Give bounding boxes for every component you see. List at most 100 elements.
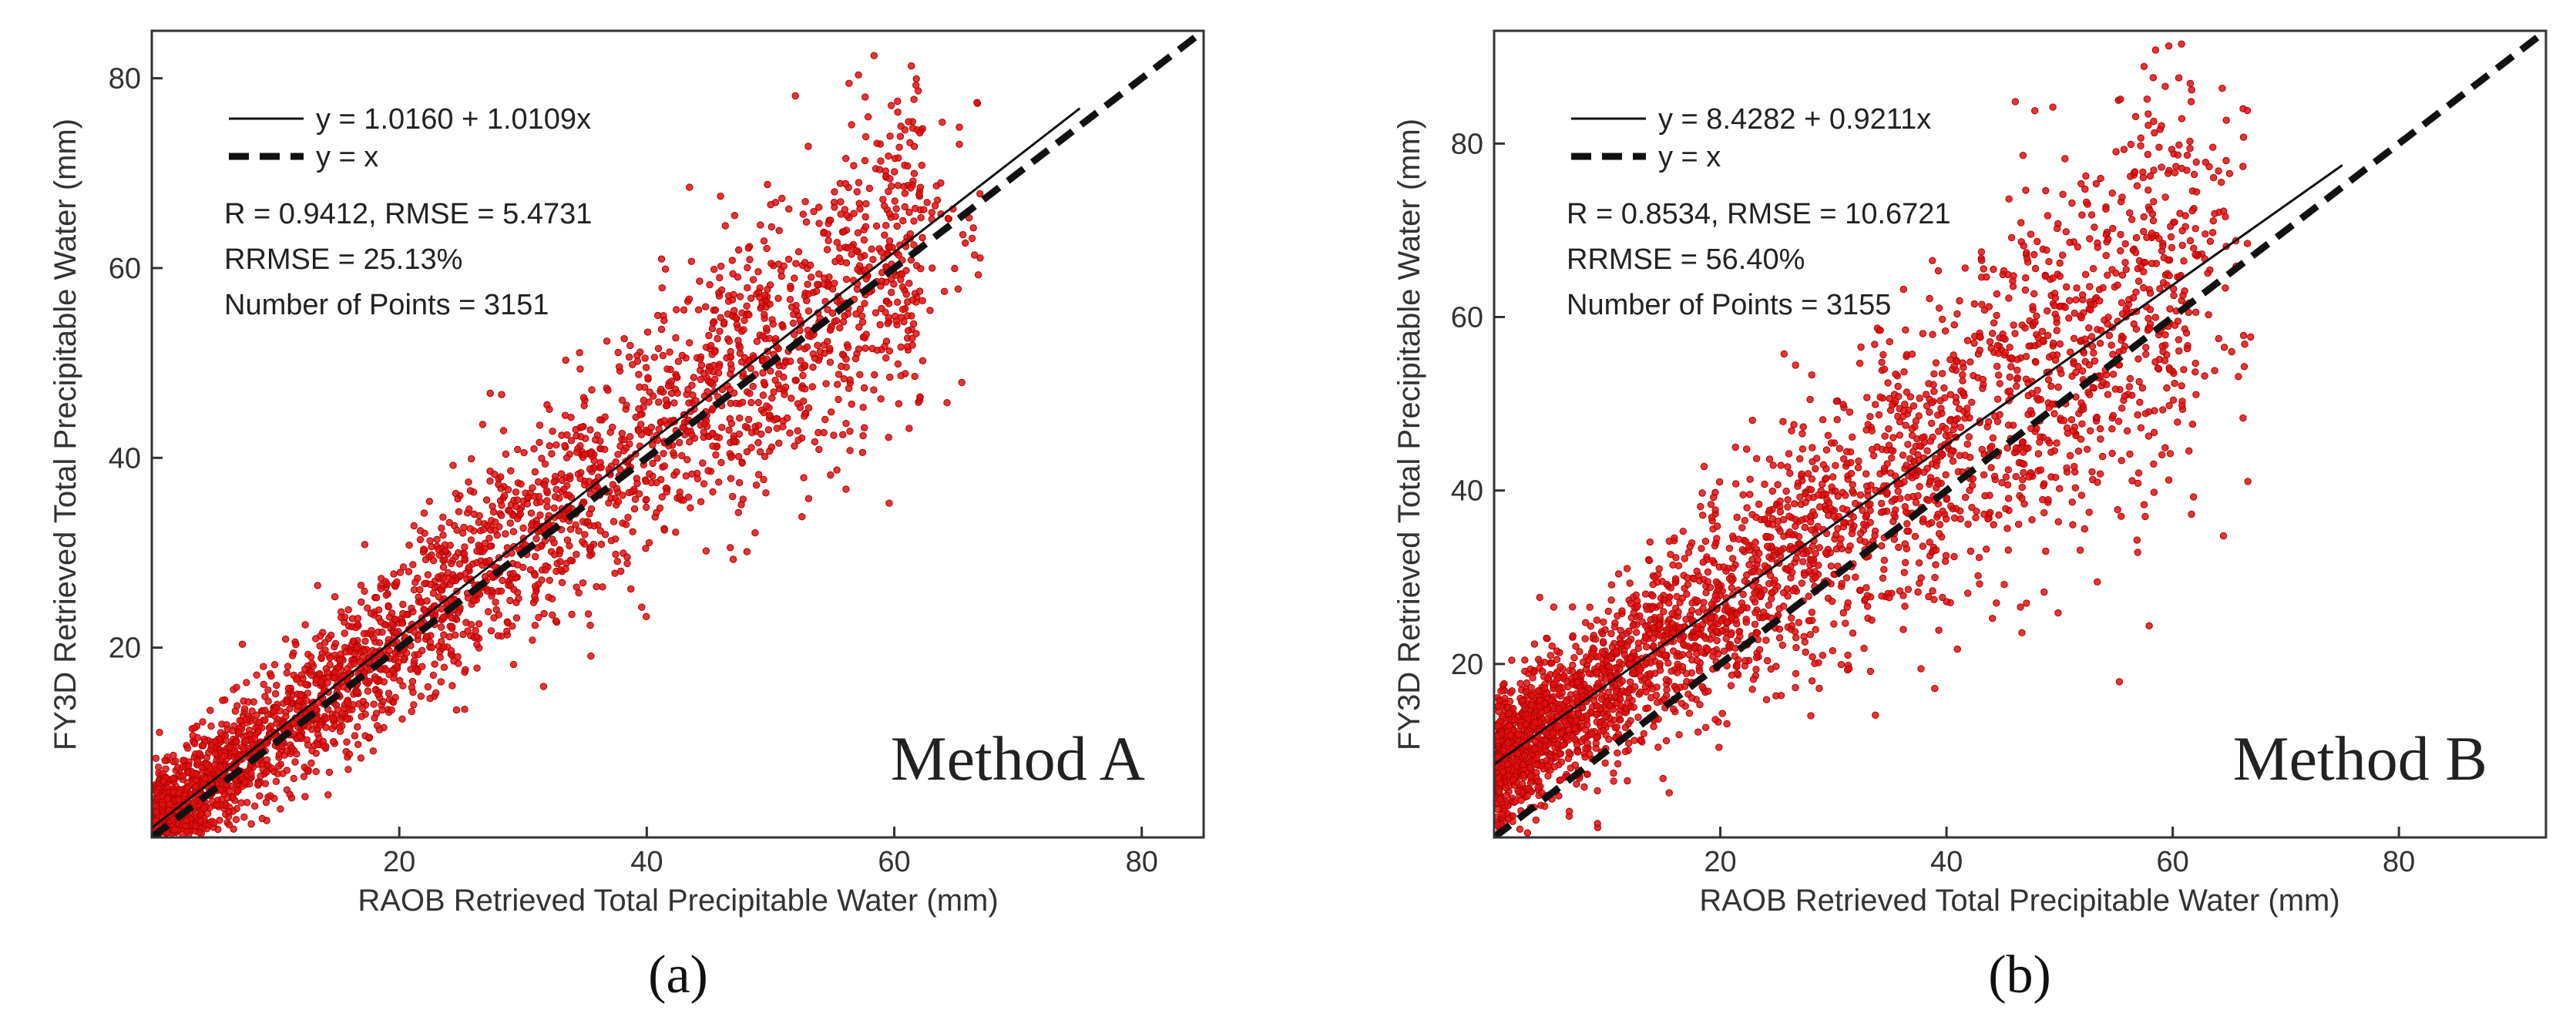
panel-a-scatter-point (535, 613, 542, 622)
panel-a-scatter-point (418, 663, 426, 670)
panel-a-scatter-point (370, 700, 378, 708)
panel-a-scatter-point (895, 251, 902, 259)
panel-a-scatter-point (233, 683, 240, 691)
panel-a-scatter-point (420, 509, 428, 517)
panel-a-scatter-point (467, 536, 475, 544)
panel-a-scatter-point (842, 485, 850, 493)
panel-a-scatter-point (672, 334, 680, 342)
panel-b-scatter-point (1738, 524, 1746, 532)
panel-b-scatter-point (2017, 219, 2025, 226)
panel-a-scatter-point (479, 421, 487, 428)
panel-a-legend-identity-label: y = x (316, 141, 378, 173)
panel-a-scatter-point (292, 641, 300, 649)
panel-a-scatter-point (709, 442, 717, 450)
panel-a-scatter-point (743, 548, 751, 555)
panel-a-scatter-point (473, 664, 481, 672)
panel-b-scatter-point (1727, 682, 1735, 690)
panel-a-scatter-point (465, 563, 473, 571)
panel-b-scatter-point (2065, 314, 2073, 322)
panel-a-scatter-point (573, 550, 580, 559)
panel-a-scatter-point (702, 547, 710, 555)
panel-b-scatter-point (1854, 464, 1862, 471)
panel-a-scatter-point (510, 586, 518, 593)
panel-b-scatter-point (1671, 575, 1680, 582)
panel-a-scatter-point (647, 423, 655, 431)
panel-a-y-tick-label: 60 (109, 253, 141, 285)
panel-b-scatter-point (1993, 362, 2001, 371)
panel-a-scatter-point (487, 627, 495, 635)
panel-b-scatter-point (1806, 395, 1814, 404)
panel-a-scatter-point (843, 211, 851, 220)
panel-b-scatter-point (1763, 656, 1772, 665)
panel-b-scatter-point (2085, 508, 2094, 516)
panel-a-scatter-point (908, 341, 916, 349)
panel-a-scatter-point (504, 485, 512, 494)
panel-a-scatter-point (614, 348, 622, 357)
panel-a-scatter-point (371, 675, 379, 683)
panel-a-scatter-point (875, 166, 884, 173)
panel-a-scatter-point (820, 428, 828, 437)
panel-a-scatter-point (166, 800, 173, 808)
panel-b-scatter-point (2051, 294, 2060, 302)
panel-a-scatter-point (260, 663, 267, 670)
panel-a-scatter-point (766, 411, 774, 419)
panel-a-scatter-point (231, 707, 240, 715)
panel-b-scatter-point (1857, 343, 1865, 351)
panel-a-scatter-point (799, 210, 808, 218)
panel-a-scatter-point (736, 344, 744, 351)
panel-a-scatter-point (378, 706, 386, 714)
panel-a-scatter-point (329, 714, 338, 723)
panel-a-scatter-point (894, 182, 902, 190)
panel-a-scatter-point (912, 75, 920, 83)
panel-a-scatter-point (497, 512, 505, 519)
panel-a-scatter-point (353, 687, 361, 696)
panel-b-scatter-point (2146, 306, 2155, 314)
panel-a-scatter-point (767, 223, 775, 231)
panel-a-scatter-point (240, 813, 248, 821)
panel-a-scatter-point (343, 738, 351, 746)
panel-a-scatter-point (321, 639, 329, 646)
panel-a-scatter-point (378, 575, 385, 582)
panel-a-scatter-point (827, 471, 835, 479)
panel-a-scatter-point (409, 689, 417, 696)
panel-b-scatter-point (1786, 469, 1794, 477)
panel-a-scatter-point (968, 234, 976, 243)
panel-a-scatter-point (207, 741, 215, 750)
panel-a-scatter-point (254, 727, 262, 736)
panel-a-scatter-point (727, 453, 735, 461)
panel-a-scatter-point (573, 448, 581, 456)
panel-a-scatter-point (304, 741, 312, 749)
panel-b-scatter-point (2208, 229, 2217, 237)
panel-a-scatter-point (696, 355, 704, 363)
panel-b-scatter-point (2053, 439, 2060, 447)
panel-a-scatter-point (368, 626, 375, 635)
panel-b-scatter-point (2189, 493, 2198, 501)
panel-a-scatter-point (531, 622, 539, 629)
panel-a-scatter-point (717, 286, 726, 294)
panel-b-scatter-point (1846, 542, 1854, 550)
panel-a-scatter-point (492, 518, 499, 526)
panel-b-scatter-point (2019, 152, 2027, 159)
panel-a-scatter-point (630, 505, 639, 513)
panel-a-scatter-point (826, 216, 835, 224)
panel-a-scatter-point (492, 599, 499, 606)
panel-a-scatter-point (436, 653, 444, 661)
panel-a-scatter-point (455, 560, 464, 568)
panel-a-scatter-point (185, 761, 193, 770)
panel-a-scatter-point (820, 230, 828, 237)
panel-a-scatter-point (760, 409, 767, 417)
panel-a-scatter-point (509, 528, 518, 535)
panel-b-scatter-point (2089, 384, 2097, 391)
panel-a-scatter-point (581, 531, 589, 539)
panel-a-scatter-point (861, 133, 870, 141)
panel-a-scatter-point (361, 587, 368, 596)
panel-b-scatter-point (2056, 485, 2064, 492)
panel-a-scatter-point (730, 307, 738, 314)
panel-a-scatter-point (351, 732, 359, 740)
panel-a-scatter-point (692, 397, 700, 404)
panel-a-scatter-point (861, 344, 869, 352)
panel-a-scatter-point (912, 262, 921, 270)
panel-a-scatter-point (536, 511, 544, 519)
panel-b-scatter-point (1614, 760, 1622, 768)
panel-b-scatter-point (1808, 371, 1815, 379)
